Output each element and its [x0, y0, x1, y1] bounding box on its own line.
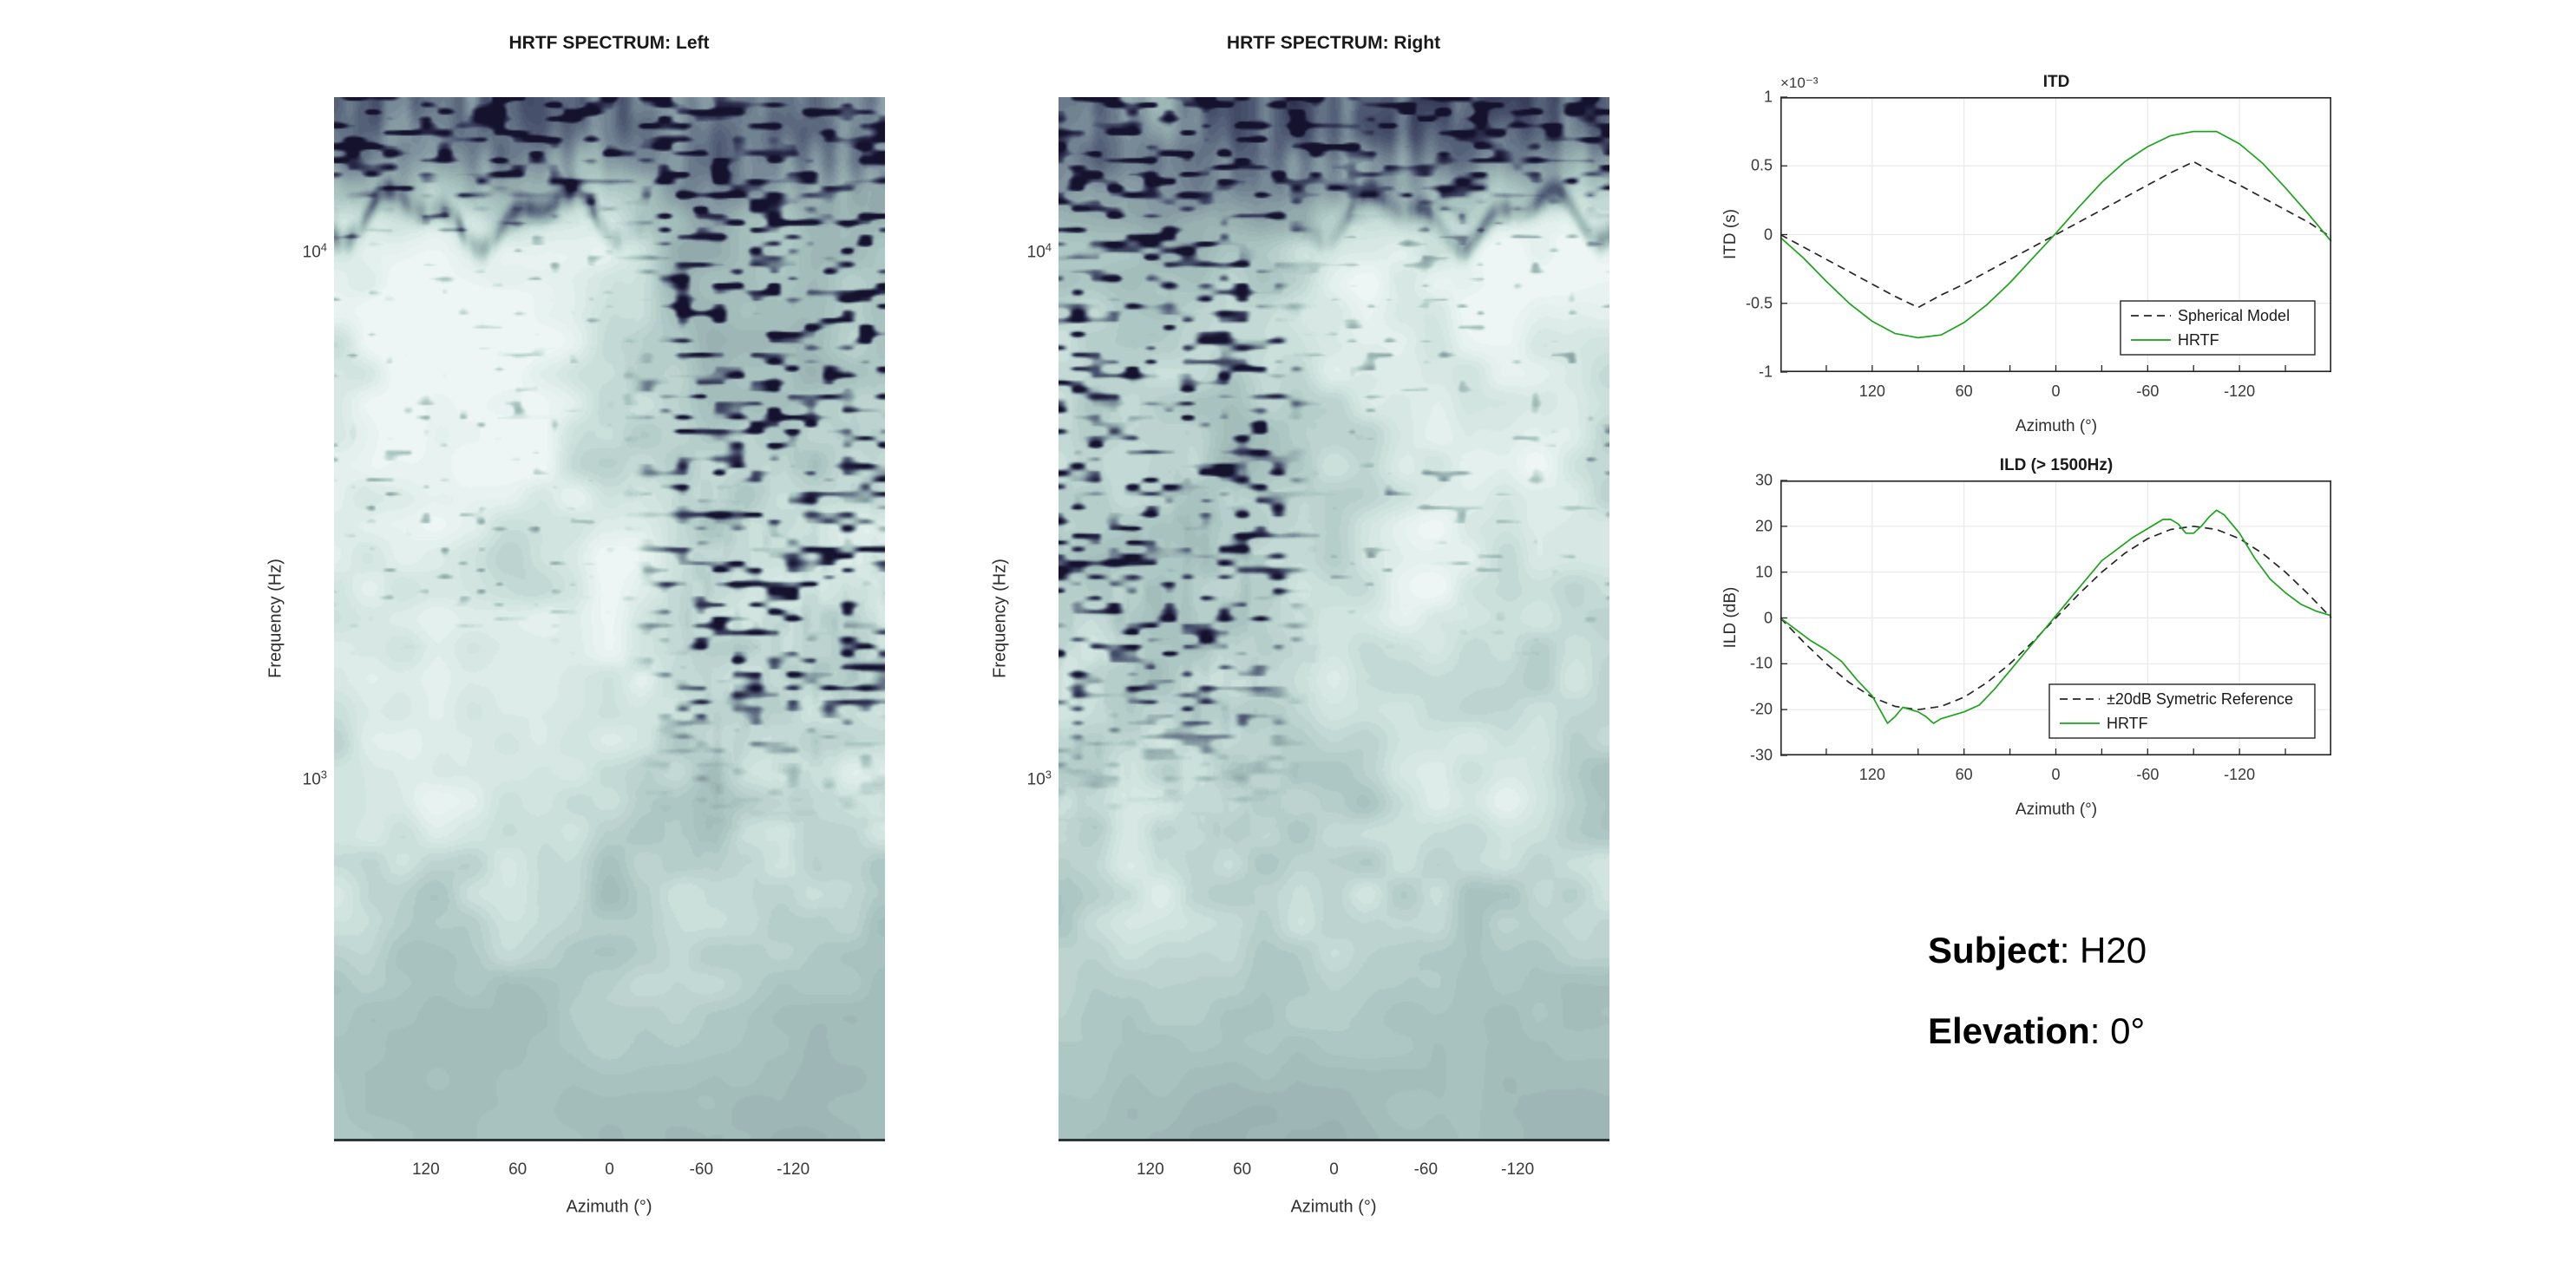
- ild-x-axis-label: Azimuth (°): [2015, 801, 2098, 819]
- cv-left-x-tick-label: 60: [508, 1160, 528, 1179]
- ild-title: ILD (> 1500Hz): [1999, 456, 2114, 474]
- ild-axes-box: [1780, 480, 2332, 755]
- subject-value: : H20: [2059, 930, 2147, 971]
- itd-series-hrtf: [1780, 130, 2332, 339]
- cv-left-y-tick-label: 104: [302, 240, 327, 262]
- itd-x-tick-label: 120: [1858, 382, 1885, 400]
- spectrum-left-x-axis-label: Azimuth (°): [566, 1197, 652, 1217]
- cv-left-x-tick-label: -120: [777, 1160, 810, 1179]
- itd-series-reference: [1780, 160, 2332, 309]
- ild-y-tick-label: 0: [1763, 609, 1773, 626]
- cv-left-x-tick-label: -60: [689, 1160, 714, 1179]
- itd-chart: Spherical Model HRTF: [1780, 96, 2332, 373]
- cv-left-y-tick-label: 103: [302, 768, 327, 789]
- elevation-label: Elevation: [1928, 1010, 2090, 1051]
- cv-left-x-tick-label: 0: [605, 1160, 614, 1179]
- ild-x-tick-label: 60: [1955, 766, 1973, 783]
- cv-right-x-tick-label: 0: [1329, 1160, 1339, 1179]
- spectrum-left-heatmap: [334, 97, 885, 1140]
- ild-series-hrtf: [1780, 509, 2332, 724]
- ild-legend: ±20dB Symetric Reference HRTF: [2048, 683, 2316, 739]
- spectrum-right-y-axis-label: Frequency (Hz): [990, 559, 1010, 678]
- itd-y-axis-label: ITD (s): [1721, 208, 1740, 260]
- itd-x-tick-label: 0: [2051, 382, 2061, 400]
- itd-y-tick-label: 1: [1763, 88, 1773, 106]
- ild-y-tick-label: 10: [1754, 563, 1773, 581]
- spectrum-left-x-axis-line: [334, 1139, 885, 1141]
- itd-x-tick-label: -120: [2224, 382, 2256, 400]
- itd-legend-entry-label: Spherical Model: [2178, 307, 2290, 324]
- spectrum-left-y-axis-label: Frequency (Hz): [265, 559, 285, 678]
- ild-y-axis-label: ILD (dB): [1721, 586, 1740, 649]
- spectrum-right-heatmap: [1059, 97, 1609, 1140]
- spectrum-right-title: HRTF SPECTRUM: Right: [1226, 33, 1441, 53]
- cv-right-x-tick-label: 120: [1136, 1160, 1164, 1179]
- cv-left-x-tick-label: 120: [411, 1160, 440, 1179]
- elevation-text: Elevation: 0°: [1928, 1010, 2145, 1052]
- cv-right-x-tick-label: -120: [1501, 1160, 1535, 1179]
- ild-x-tick-label: -60: [2136, 766, 2160, 783]
- subject-label: Subject: [1928, 930, 2060, 971]
- ild-legend-entry-label: HRTF: [2107, 715, 2148, 732]
- ild-y-tick-label: 30: [1754, 471, 1773, 489]
- ild-chart: ±20dB Symetric Reference HRTF: [1780, 480, 2332, 756]
- ild-x-tick-label: 120: [1858, 766, 1885, 783]
- ild-y-tick-label: 20: [1754, 517, 1773, 535]
- cv-right-y-tick-label: 103: [1026, 768, 1052, 789]
- elevation-value: : 0°: [2089, 1010, 2146, 1051]
- cv-right-y-tick-label: 104: [1026, 240, 1052, 262]
- itd-y-tick-label: 0: [1763, 225, 1773, 243]
- itd-x-tick-label: 60: [1955, 382, 1973, 400]
- ild-y-tick-label: -30: [1749, 746, 1773, 764]
- spectrum-left-title: HRTF SPECTRUM: Left: [508, 33, 710, 53]
- itd-y-axis-multiplier: ×10⁻³: [1780, 75, 1819, 91]
- spectrum-right-x-axis-label: Azimuth (°): [1290, 1197, 1377, 1217]
- itd-x-tick-label: -60: [2136, 382, 2160, 400]
- ild-y-tick-label: -10: [1749, 654, 1773, 672]
- cv-right-x-tick-label: 60: [1233, 1160, 1252, 1179]
- spectrum-right-x-axis-line: [1059, 1139, 1609, 1141]
- subject-text: Subject: H20: [1928, 930, 2147, 971]
- itd-axes-box: [1780, 97, 2332, 372]
- itd-y-tick-label: 0.5: [1750, 156, 1773, 174]
- itd-legend: Spherical Model HRTF: [2120, 300, 2316, 356]
- itd-title: ITD: [2042, 73, 2070, 91]
- ild-legend-entry-label: ±20dB Symetric Reference: [2107, 690, 2293, 708]
- cv-right-x-tick-label: -60: [1413, 1160, 1439, 1179]
- ild-x-tick-label: -120: [2224, 766, 2256, 783]
- ild-y-tick-label: -20: [1749, 700, 1773, 718]
- itd-y-tick-label: -1: [1758, 363, 1773, 381]
- itd-x-axis-label: Azimuth (°): [2015, 417, 2098, 435]
- itd-legend-box: [2120, 300, 2316, 356]
- itd-legend-entry-label: HRTF: [2178, 331, 2219, 349]
- ild-x-tick-label: 0: [2051, 766, 2061, 783]
- itd-y-tick-label: -0.5: [1745, 294, 1773, 312]
- ild-legend-box: [2048, 683, 2316, 739]
